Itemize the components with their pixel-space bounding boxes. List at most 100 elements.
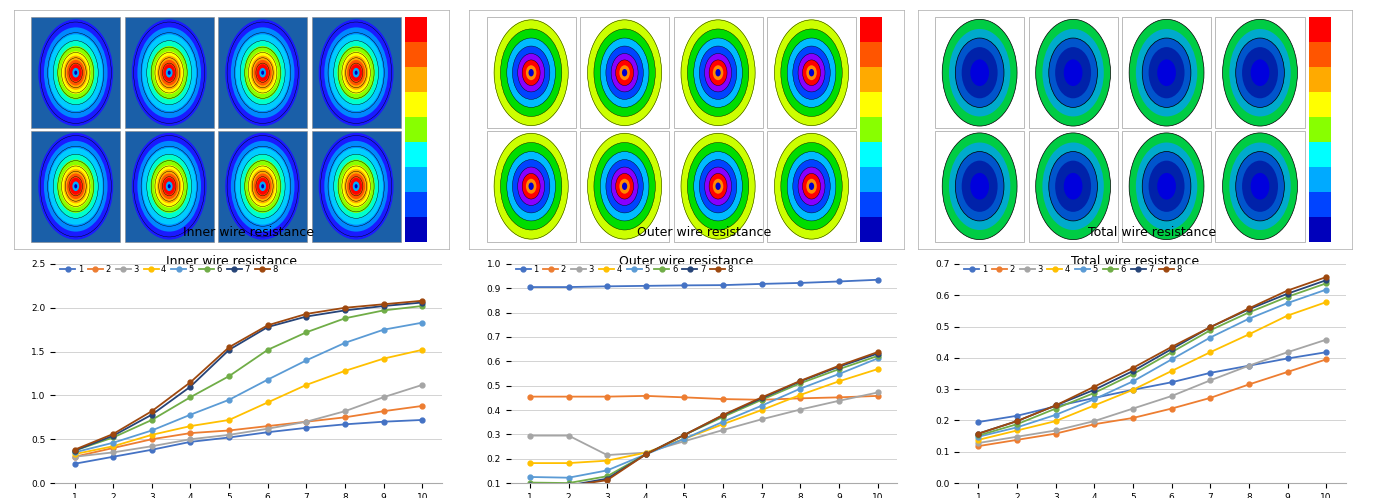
Ellipse shape	[146, 41, 192, 105]
7	[1086, 387, 1103, 393]
Ellipse shape	[44, 27, 108, 118]
7	[792, 378, 809, 384]
Ellipse shape	[142, 148, 196, 225]
4	[414, 347, 431, 353]
Ellipse shape	[353, 181, 360, 191]
Title: Inner wire resistance: Inner wire resistance	[184, 226, 313, 239]
4	[792, 392, 809, 398]
Ellipse shape	[63, 56, 88, 90]
6	[1125, 371, 1141, 377]
Ellipse shape	[1129, 133, 1203, 240]
Bar	[861, 92, 882, 117]
5	[522, 474, 538, 480]
4	[144, 432, 160, 438]
8	[970, 431, 987, 437]
7	[298, 314, 315, 320]
Bar	[1308, 142, 1330, 167]
2	[1047, 431, 1064, 437]
Ellipse shape	[611, 167, 638, 206]
5	[599, 468, 615, 474]
Ellipse shape	[324, 141, 388, 232]
Ellipse shape	[700, 46, 737, 100]
Ellipse shape	[1064, 59, 1082, 86]
7	[337, 307, 353, 313]
Bar	[487, 130, 575, 242]
2	[144, 436, 160, 442]
Ellipse shape	[1148, 161, 1184, 212]
Ellipse shape	[943, 133, 1017, 240]
Ellipse shape	[150, 159, 188, 213]
1	[1163, 379, 1180, 385]
Line: 6: 6	[527, 354, 880, 486]
3	[375, 394, 392, 400]
4	[1163, 368, 1180, 374]
Bar	[1308, 192, 1330, 217]
4	[221, 417, 237, 423]
Ellipse shape	[526, 65, 537, 80]
Ellipse shape	[157, 169, 181, 203]
1	[869, 277, 886, 283]
Bar	[1308, 17, 1330, 42]
X-axis label: Outer wire resistance: Outer wire resistance	[620, 254, 753, 267]
4	[715, 421, 731, 427]
1	[831, 278, 847, 284]
Bar	[406, 192, 426, 217]
5	[1241, 316, 1257, 322]
Bar	[936, 17, 1024, 128]
Ellipse shape	[1035, 19, 1111, 126]
1	[144, 447, 160, 453]
Ellipse shape	[803, 173, 821, 199]
Ellipse shape	[160, 60, 178, 86]
3	[1163, 393, 1180, 399]
Ellipse shape	[687, 142, 749, 230]
8	[869, 349, 886, 355]
5	[869, 356, 886, 362]
7	[676, 432, 693, 438]
Ellipse shape	[225, 133, 299, 240]
Ellipse shape	[236, 34, 290, 111]
6	[970, 432, 987, 438]
5	[1009, 424, 1025, 430]
Bar	[124, 130, 214, 242]
Ellipse shape	[163, 178, 175, 195]
6	[1279, 294, 1296, 300]
7	[182, 383, 199, 389]
Ellipse shape	[606, 46, 643, 100]
4	[1202, 349, 1219, 355]
Ellipse shape	[774, 19, 849, 126]
Ellipse shape	[251, 56, 275, 90]
2	[599, 393, 615, 399]
4	[1125, 387, 1141, 393]
3	[522, 433, 538, 439]
4	[1009, 427, 1025, 433]
7	[1009, 418, 1025, 424]
Bar	[406, 142, 426, 167]
6	[221, 373, 237, 379]
2	[792, 395, 809, 401]
7	[1202, 324, 1219, 330]
Ellipse shape	[955, 151, 1005, 221]
Ellipse shape	[494, 133, 569, 240]
Ellipse shape	[949, 142, 1010, 230]
Ellipse shape	[70, 178, 81, 195]
Ellipse shape	[600, 38, 649, 108]
Ellipse shape	[787, 38, 836, 108]
Ellipse shape	[57, 159, 94, 213]
3	[715, 427, 731, 433]
6	[105, 434, 121, 440]
6	[259, 347, 276, 353]
Bar	[861, 42, 882, 67]
7	[1279, 291, 1296, 297]
3	[970, 440, 987, 446]
Ellipse shape	[715, 69, 720, 76]
Ellipse shape	[166, 68, 172, 78]
Ellipse shape	[244, 46, 282, 100]
2	[560, 393, 577, 399]
6	[753, 397, 770, 403]
Ellipse shape	[700, 159, 737, 213]
4	[753, 407, 770, 413]
Ellipse shape	[970, 59, 989, 86]
Ellipse shape	[66, 60, 84, 86]
Line: 4: 4	[976, 300, 1329, 442]
Ellipse shape	[620, 179, 629, 194]
